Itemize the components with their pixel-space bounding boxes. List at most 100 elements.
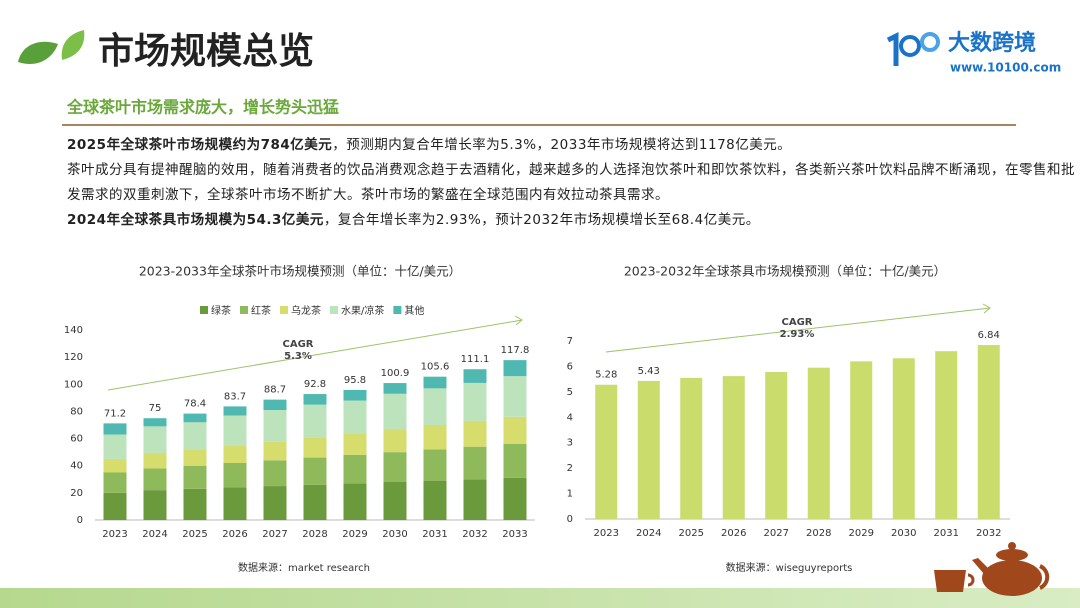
body-text: 2025年全球茶叶市场规模约为784亿美元，预测期内复合年增长率为5.3%，20…: [67, 133, 1077, 233]
x-tick-label: 2023: [594, 528, 619, 539]
bar-segment: [143, 418, 167, 427]
text: ，预测期内复合年增长率为5.3%，2033年市场规模将达到1178亿美元。: [332, 137, 792, 153]
x-tick-label: 2026: [721, 528, 746, 539]
x-tick-label: 2027: [764, 528, 789, 539]
bar-segment: [263, 399, 287, 411]
x-tick-label: 2024: [636, 528, 661, 539]
bar-segment: [103, 458, 127, 473]
brand-url: www.10100.com: [950, 61, 1061, 75]
bar-segment: [223, 445, 247, 463]
x-tick-label: 2025: [679, 528, 704, 539]
y-tick-label: 140: [64, 325, 83, 336]
x-tick-label: 2023: [102, 529, 127, 540]
bar-segment: [423, 425, 447, 450]
bar-segment: [503, 416, 527, 444]
bar-segment: [263, 441, 287, 461]
annotation: CAGR: [283, 339, 314, 350]
annotation: 2.93%: [780, 329, 815, 340]
y-tick-label: 6: [567, 361, 573, 372]
legend-label: 乌龙茶: [291, 304, 321, 317]
x-tick-label: 2027: [262, 529, 287, 540]
y-tick-label: 60: [70, 434, 83, 445]
arrow-head: [982, 303, 991, 314]
x-tick-label: 2033: [502, 529, 527, 540]
bar-segment: [343, 433, 367, 455]
bar-segment: [263, 460, 287, 487]
bar-segment: [223, 406, 247, 416]
bar-segment: [503, 376, 527, 417]
bar-segment: [103, 492, 127, 520]
x-tick-label: 2029: [849, 528, 874, 539]
text: ，复合年增长率为2.93%，预计2032年市场规模增长至68.4亿美元。: [323, 212, 760, 228]
y-tick-label: 100: [64, 379, 83, 390]
x-tick-label: 2026: [222, 529, 247, 540]
source: 数据来源：wiseguyreports: [726, 561, 853, 574]
y-tick-label: 5: [567, 387, 573, 398]
x-tick-label: 2030: [891, 528, 916, 539]
x-tick-label: 2031: [422, 529, 447, 540]
y-tick-label: 40: [70, 461, 83, 472]
bar-segment: [343, 389, 367, 401]
annotation: CAGR: [782, 317, 813, 328]
paragraph: 2025年全球茶叶市场规模约为784亿美元，预测期内复合年增长率为5.3%，20…: [67, 133, 1077, 158]
bar-segment: [463, 369, 487, 383]
trend-arrow: [605, 307, 991, 353]
bar-segment: [463, 479, 487, 520]
logo-mark: [886, 31, 899, 66]
bar-segment: [183, 465, 207, 489]
y-tick-label: 0: [567, 514, 573, 525]
bar-segment: [383, 393, 407, 430]
paragraph: 茶叶成分具有提神醒脑的效用，随着消费者的饮品消费观念趋于去酒精化，越来越多的人选…: [67, 158, 1077, 208]
brand: 大数跨境: [948, 30, 1036, 56]
chart-title: 2023-2032年全球茶具市场规模预测（单位：十亿/美元）: [624, 264, 946, 279]
bar: [807, 367, 830, 519]
legend-swatch: [393, 306, 402, 314]
x-tick-label: 2032: [976, 528, 1001, 539]
bar: [935, 351, 958, 519]
legend-swatch: [240, 306, 248, 314]
bar-segment: [343, 400, 367, 434]
bar-segment: [103, 423, 127, 435]
x-tick-label: 2028: [806, 528, 831, 539]
bar-segment: [423, 480, 447, 520]
bar: [765, 372, 788, 519]
leaf-icon: [18, 41, 58, 64]
cup: [934, 570, 966, 592]
value-label: 5.43: [638, 366, 660, 377]
y-tick-label: 20: [70, 488, 83, 499]
bar-segment: [143, 453, 167, 469]
bar-segment: [383, 429, 407, 453]
legend-swatch: [280, 306, 288, 314]
total-label: 75: [149, 403, 162, 414]
bar-segment: [383, 482, 407, 520]
bar-segment: [343, 454, 367, 484]
pot-handle: [1039, 564, 1050, 590]
bar-segment: [183, 449, 207, 466]
x-tick-label: 2031: [934, 528, 959, 539]
chart-title: 2023-2033年全球茶叶市场规模预测（单位：十亿/美元）: [139, 264, 461, 279]
legend-label: 水果/凉茶: [341, 304, 384, 317]
annotation: 5.3%: [284, 351, 312, 362]
source: 数据来源：market research: [238, 561, 370, 574]
bar: [850, 361, 873, 519]
bar-segment: [423, 376, 447, 389]
total-label: 105.6: [421, 362, 450, 373]
bar-segment: [223, 463, 247, 488]
footer-band: [0, 588, 1080, 608]
bar: [722, 376, 745, 519]
bar-segment: [143, 426, 167, 454]
total-label: 117.8: [501, 345, 530, 356]
bar: [680, 377, 703, 519]
bar: [595, 384, 618, 519]
pot: [982, 560, 1042, 596]
legend-swatch: [330, 306, 338, 314]
arrow-head: [514, 315, 523, 326]
x-tick-label: 2028: [302, 529, 327, 540]
y-tick-label: 1: [567, 489, 573, 500]
legend-label: 其他: [404, 304, 424, 317]
y-tick-label: 4: [567, 412, 573, 423]
bar-segment: [183, 422, 207, 450]
highlight: 2024年全球茶具市场规模为54.3亿美元: [67, 212, 324, 228]
